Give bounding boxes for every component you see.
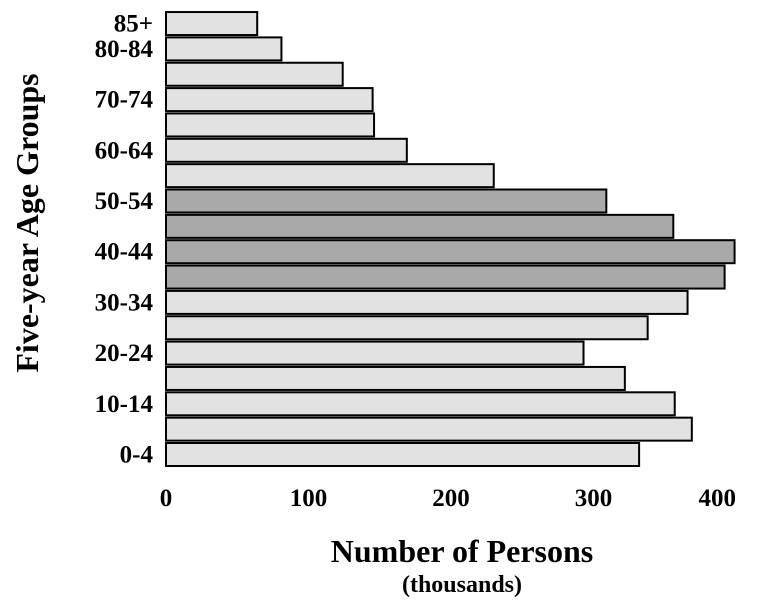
x-tick-label-0: 0 <box>160 485 173 512</box>
category-label-0-4: 0-4 <box>120 442 154 469</box>
bar-80-84 <box>165 36 283 62</box>
category-label-20-24: 20-24 <box>95 340 154 367</box>
bar-55-59 <box>165 163 495 189</box>
bar-0-4 <box>165 442 641 467</box>
category-label-80-84: 80-84 <box>95 36 154 63</box>
bar-65-69 <box>165 112 376 138</box>
bar-15-19 <box>165 365 626 391</box>
y-axis-title: Five-year Age Groups <box>9 73 45 372</box>
category-label-30-34: 30-34 <box>95 289 154 316</box>
category-label-60-64: 60-64 <box>95 137 154 164</box>
bar-70-74 <box>165 87 374 113</box>
bar-25-29 <box>165 315 649 341</box>
bar-30-34 <box>165 289 689 315</box>
x-tick-label-400: 400 <box>699 485 737 512</box>
bar-20-24 <box>165 340 585 366</box>
bar-85+ <box>165 11 259 37</box>
category-label-40-44: 40-44 <box>95 239 154 266</box>
category-label-50-54: 50-54 <box>95 188 154 215</box>
x-tick-label-200: 200 <box>432 485 470 512</box>
category-label-10-14: 10-14 <box>95 391 154 418</box>
bar-45-49 <box>165 213 675 239</box>
x-tick-label-300: 300 <box>575 485 613 512</box>
x-tick-labels: 0 100 200 300 400 <box>160 485 736 512</box>
bar-75-79 <box>165 61 344 87</box>
category-label-85+: 85+ <box>114 11 153 38</box>
bar-50-54 <box>165 188 608 214</box>
x-tick-label-100: 100 <box>290 485 328 512</box>
x-axis-subtitle: (thousands) <box>402 572 522 598</box>
bars-group <box>165 11 736 467</box>
bar-10-14 <box>165 391 676 417</box>
bar-60-64 <box>165 137 408 163</box>
category-labels: 0-4 10-14 20-24 30-34 40-44 50-54 60-64 70-74 80… <box>95 11 154 469</box>
bar-5-9 <box>165 416 693 442</box>
category-label-70-74: 70-74 <box>95 87 154 114</box>
bar-35-39 <box>165 264 726 290</box>
x-axis-title: Number of Persons <box>331 533 594 569</box>
bar-40-44 <box>165 239 736 265</box>
